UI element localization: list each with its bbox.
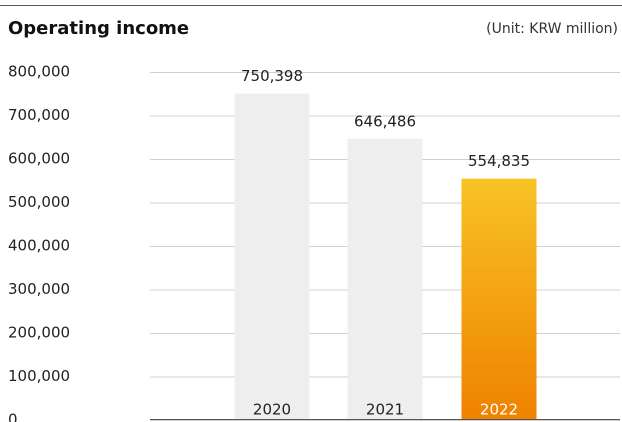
bar	[461, 178, 537, 420]
bar	[234, 93, 310, 420]
y-tick-label: 400,000	[8, 237, 70, 255]
y-tick-label: 700,000	[8, 106, 70, 124]
chart-title: Operating income	[8, 18, 189, 39]
value-label: 646,486	[354, 112, 416, 130]
bar	[347, 138, 423, 420]
y-tick-label: 200,000	[8, 324, 70, 342]
x-tick-label: 2021	[366, 401, 404, 419]
y-tick-label: 600,000	[8, 150, 70, 168]
y-tick-label: 500,000	[8, 193, 70, 211]
y-tick-label: 800,000	[8, 63, 70, 81]
value-label: 554,835	[468, 152, 530, 170]
y-tick-label: 0	[8, 411, 18, 422]
chart-subtitle: (Unit: KRW million)	[486, 21, 618, 37]
x-tick-label: 2020	[253, 401, 291, 419]
x-tick-label: 2022	[480, 401, 518, 419]
value-label: 750,398	[241, 67, 303, 85]
y-tick-label: 300,000	[8, 280, 70, 298]
y-tick-label: 100,000	[8, 367, 70, 385]
